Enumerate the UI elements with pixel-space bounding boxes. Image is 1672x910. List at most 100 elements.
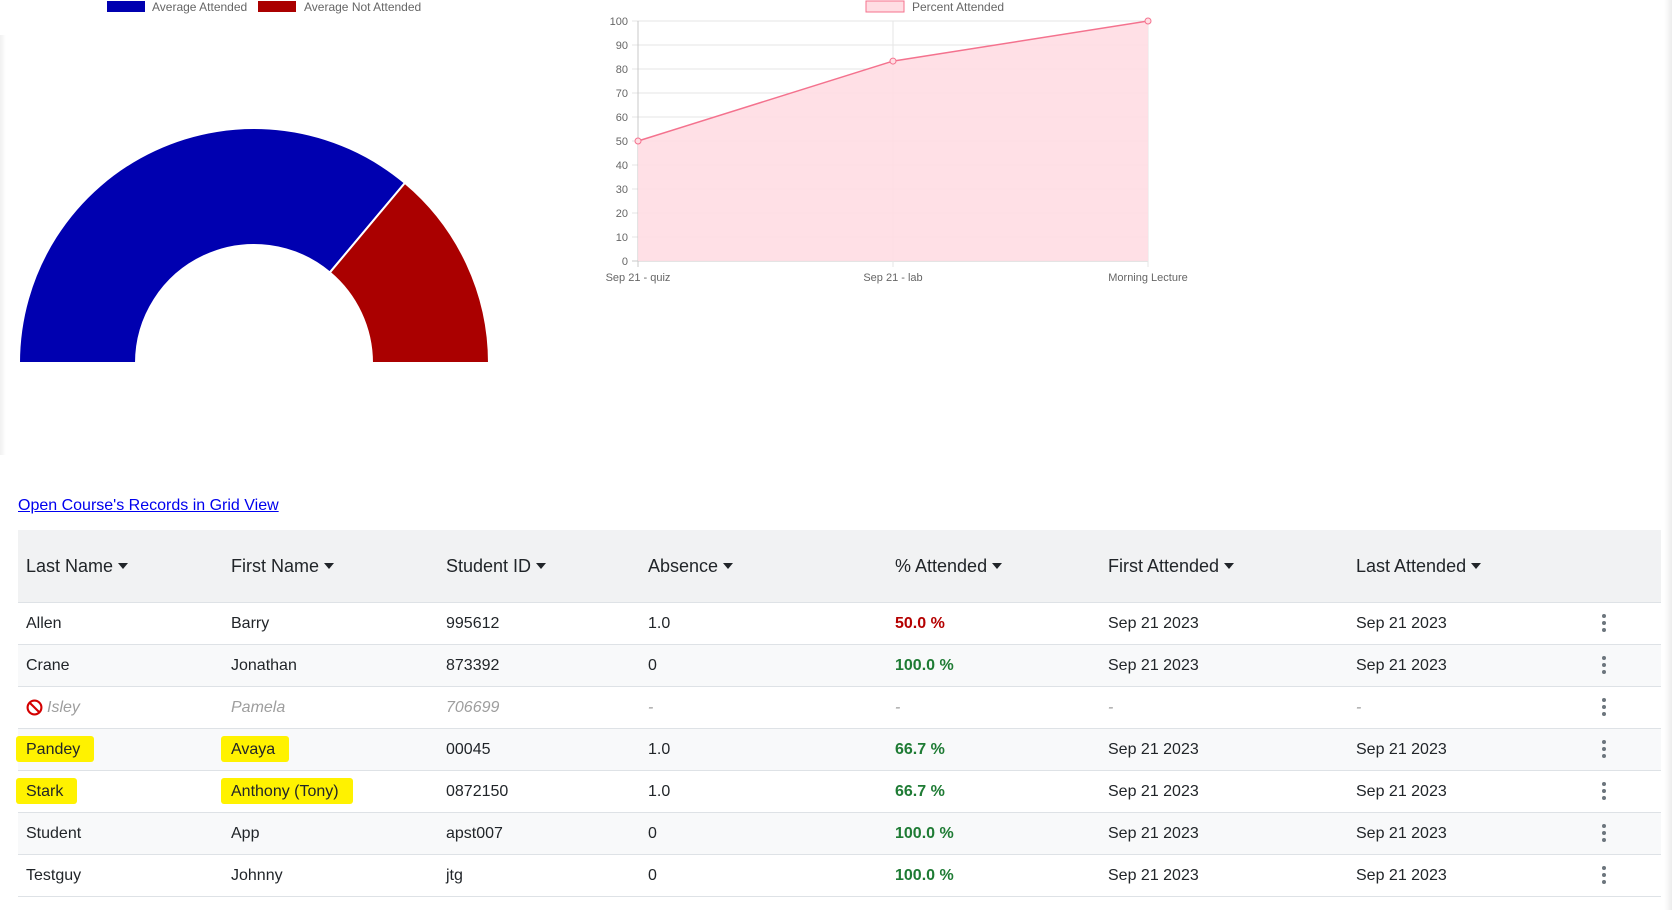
cell-first-attended: Sep 21 2023 (1100, 644, 1348, 687)
cell-percent-attended: 100.0 % (887, 812, 1100, 855)
row-menu-kebab-icon[interactable] (1599, 740, 1609, 759)
data-point (889, 57, 897, 65)
records-table-container: Last Name First Name Student ID Absence … (16, 530, 1661, 897)
y-tick-label: 80 (616, 64, 628, 76)
sort-caret-icon (723, 562, 734, 569)
percent-attended-value: 100.0 % (895, 866, 954, 884)
cell-absence: 0 (640, 854, 887, 897)
y-tick-label: 90 (616, 40, 628, 52)
open-grid-view-link[interactable]: Open Course's Records in Grid View (18, 497, 279, 514)
table-row[interactable]: Allen Barry 995612 1.0 50.0 % Sep 21 2023 Sep … (18, 602, 1661, 645)
cell-student-id: 706699 (438, 686, 640, 729)
cell-percent-attended: 66.7 % (887, 728, 1100, 771)
cell-first-attended: Sep 21 2023 (1100, 602, 1348, 645)
first-name-text: Anthony (Tony) (221, 777, 353, 804)
first-name-text: Barry (231, 614, 270, 632)
table-row[interactable]: Student App apst007 0 100.0 % Sep 21 2023 Sep … (18, 812, 1661, 855)
cell-absence: 0 (640, 644, 887, 687)
slice-average-attended (17, 127, 407, 364)
row-menu-kebab-icon[interactable] (1599, 698, 1609, 717)
column-header-last-attended[interactable]: Last Attended (1348, 530, 1591, 603)
first-name-text: App (231, 824, 260, 842)
series-area-fill (638, 21, 1148, 261)
column-header-actions (1591, 530, 1661, 603)
legend-label-percent-attended: Percent Attended (912, 0, 1004, 14)
y-tick-label: 0 (622, 256, 628, 268)
attendance-half-doughnut-chart: Average Attended Average Not Attended (17, 0, 491, 364)
cell-last-attended: Sep 21 2023 (1348, 854, 1591, 897)
percent-attended-value: 66.7 % (895, 740, 945, 758)
cell-first-name: Barry (223, 602, 438, 645)
cell-percent-attended: 50.0 % (887, 602, 1100, 645)
cell-last-name: Pandey (16, 728, 223, 771)
column-header-first-name[interactable]: First Name (223, 530, 438, 603)
scrollbar-edge[interactable] (1664, 0, 1672, 910)
table-row[interactable]: Pandey Avaya 00045 1.0 66.7 % Sep 21 2023 Sep … (16, 728, 1661, 771)
data-point (1144, 17, 1152, 25)
cell-percent-attended: 100.0 % (887, 644, 1100, 687)
cell-first-attended: Sep 21 2023 (1100, 770, 1348, 813)
first-name-text: Avaya (221, 735, 290, 762)
legend-swatch-percent-attended (865, 0, 905, 13)
column-header-student-id[interactable]: Student ID (438, 530, 640, 603)
cell-last-attended: - (1348, 686, 1591, 729)
last-name-text: Allen (26, 614, 62, 632)
cell-student-id: 00045 (438, 728, 640, 771)
column-header-percent-attended[interactable]: % Attended (887, 530, 1100, 603)
table-row[interactable]: Isley Pamela 706699- - - - (18, 686, 1661, 729)
column-header-first-attended[interactable]: First Attended (1100, 530, 1348, 603)
last-name-text: Student (26, 824, 82, 842)
sort-caret-icon (536, 562, 547, 569)
sort-caret-icon (118, 562, 129, 569)
cell-first-attended: Sep 21 2023 (1100, 854, 1348, 897)
row-menu-kebab-icon[interactable] (1599, 614, 1609, 633)
slice-average-not-attended (328, 181, 491, 364)
row-menu-kebab-icon[interactable] (1599, 866, 1609, 885)
column-header-absence[interactable]: Absence (640, 530, 887, 603)
cell-absence: 1.0 (640, 602, 887, 645)
ban-icon (26, 699, 43, 716)
table-row[interactable]: Testguy Johnny jtg 0 100.0 % Sep 21 2023 Sep 2… (18, 854, 1661, 897)
cell-last-attended: Sep 21 2023 (1348, 602, 1591, 645)
cell-last-name: Testguy (18, 854, 223, 897)
cell-last-attended: Sep 21 2023 (1348, 728, 1591, 771)
cell-first-name: App (223, 812, 438, 855)
percent-attended-value: 50.0 % (895, 614, 945, 632)
row-menu-kebab-icon[interactable] (1599, 824, 1609, 843)
legend-label-attended: Average Attended (152, 0, 247, 14)
column-header-last-name[interactable]: Last Name (18, 530, 223, 603)
cell-first-attended: - (1100, 686, 1348, 729)
last-name-text: Pandey (16, 735, 95, 762)
cell-actions (1591, 812, 1661, 855)
panel-shadow (0, 35, 6, 455)
row-menu-kebab-icon[interactable] (1599, 782, 1609, 801)
sort-caret-icon (1471, 562, 1482, 569)
legend-swatch-not-attended (258, 1, 296, 12)
cell-first-name: Anthony (Tony) (221, 770, 438, 813)
y-tick-label: 40 (616, 160, 628, 172)
percent-attended-area-chart: Percent Attended 0 10 20 30 40 50 60 70 80 90 100 S… (606, 0, 1188, 284)
cell-last-name: Allen (18, 602, 223, 645)
cell-student-id: 0872150 (438, 770, 640, 813)
first-name-text: Pamela (231, 698, 286, 716)
cell-first-name: Avaya (221, 728, 438, 771)
sort-caret-icon (1224, 562, 1235, 569)
cell-student-id: jtg (438, 854, 640, 897)
cell-absence: 0 (640, 812, 887, 855)
data-point (634, 137, 642, 145)
cell-absence: 1.0 (640, 770, 887, 813)
cell-absence: 1.0 (640, 728, 887, 771)
table-row[interactable]: Stark Anthony (Tony) 0872150 1.0 66.7 % Sep 2… (16, 770, 1661, 813)
sort-caret-icon (324, 562, 335, 569)
cell-actions (1591, 854, 1661, 897)
cell-last-name: Stark (16, 770, 223, 813)
table-row[interactable]: Crane Jonathan 873392 0 100.0 % Sep 21 2023 Se… (18, 644, 1661, 687)
cell-percent-attended: 100.0 % (887, 854, 1100, 897)
row-menu-kebab-icon[interactable] (1599, 656, 1609, 675)
y-tick-label: 60 (616, 112, 628, 124)
percent-attended-value: 100.0 % (895, 656, 954, 674)
first-name-text: Johnny (231, 866, 283, 884)
x-tick-label: Sep 21 - quiz (606, 272, 671, 284)
legend-label-not-attended: Average Not Attended (304, 0, 421, 14)
sort-caret-icon (992, 562, 1003, 569)
